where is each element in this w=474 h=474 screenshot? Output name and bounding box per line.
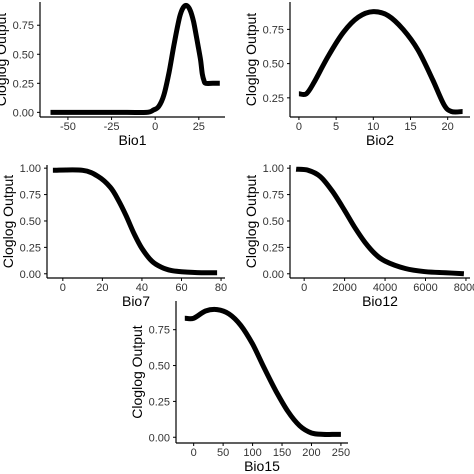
- panel-2-x-tick-label: 5: [333, 121, 339, 133]
- panel-4-y-tick-label: 0.75: [263, 190, 284, 202]
- panel-3-x-tick-label: 40: [136, 282, 148, 294]
- panel-4-x-tick-label: 4000: [373, 282, 397, 294]
- panel-1-x-tick-label: -25: [104, 121, 120, 133]
- panel-2-response-curve: [298, 9, 463, 115]
- panel-1-x-tick-label: 0: [152, 121, 158, 133]
- panel-1-x-tick-label: 25: [193, 121, 205, 133]
- panel-2-x-tick-label: 0: [296, 121, 302, 133]
- panel-3-y-tick-label: 0.50: [20, 216, 41, 228]
- panel-1: -50 -25 0 25 0.00 0.25 0.50 0.75 Bio1 Cloglog Out…: [0, 2, 225, 148]
- panel-5-x-tick-label: 200: [302, 447, 320, 459]
- panel-2-x-tick-label: 20: [442, 121, 454, 133]
- panel-1-y-tick-label: 0.50: [13, 49, 34, 61]
- panel-5-x-tick-label: 250: [332, 447, 350, 459]
- panel-4-x-tick-label: 2000: [332, 282, 356, 294]
- panel-5-y-axis-label: Cloglog Output: [129, 325, 145, 419]
- panel-2-y-axis-label: Cloglog Output: [243, 13, 259, 107]
- panel-3-x-tick-label: 80: [215, 282, 227, 294]
- panel-5-x-tick-label: 100: [243, 447, 261, 459]
- panel-4-y-tick-label: 0.25: [263, 242, 284, 254]
- panel-5-response-curve: [184, 306, 341, 437]
- panel-3-x-axis-label: Bio7: [122, 293, 150, 309]
- panel-1-y-axis-label: Cloglog Output: [0, 13, 9, 107]
- panel-4-response-curve: [295, 166, 465, 277]
- panel-5-y-tick-label: 0.75: [149, 325, 170, 337]
- panel-2-y-tick-label: 0.75: [263, 24, 284, 36]
- panel-2-x-tick-label: 10: [367, 121, 379, 133]
- panel-4-x-tick-label: 0: [301, 282, 307, 294]
- panel-5-x-tick-label: 0: [191, 447, 197, 459]
- panel-1-y-tick-label: 0.75: [13, 20, 34, 32]
- panel-5-x-tick-label: 150: [273, 447, 291, 459]
- panel-5-y-tick-label: 0.50: [149, 361, 170, 373]
- panel-3-x-tick-label: 20: [96, 282, 108, 294]
- panel-3-x-tick-label: 60: [175, 282, 187, 294]
- panel-5-y-tick-label: 0.25: [149, 396, 170, 408]
- panel-3-y-tick-label: 0.25: [20, 242, 41, 254]
- panel-1-y-tick-label: 0.00: [13, 107, 34, 119]
- panel-3-x-tick-label: 0: [60, 282, 66, 294]
- panel-3-y-axis-label: Cloglog Output: [0, 175, 16, 269]
- panel-4-y-tick-label: 1.00: [263, 163, 284, 175]
- panel-5-x-axis-label: Bio15: [244, 458, 280, 474]
- panel-1-x-axis-label: Bio1: [118, 132, 146, 148]
- panel-5: 0 50 100 150 200 250 0.00 0.25 0.50 0.75 Bio15 Clog…: [129, 301, 350, 474]
- panel-3-response-curve: [52, 167, 218, 276]
- panel-2-x-axis-label: Bio2: [366, 132, 394, 148]
- panel-3-y-tick-label: 0.75: [20, 190, 41, 202]
- panel-3-y-tick-label: 1.00: [20, 163, 41, 175]
- panel-5-y-tick-label: 0.00: [149, 432, 170, 444]
- panel-4-x-tick-label: 6000: [413, 282, 437, 294]
- panel-4-y-tick-label: 0.50: [263, 216, 284, 228]
- panel-1-x-tick-label: -50: [60, 121, 76, 133]
- panel-2-y-tick-label: 0.25: [263, 93, 284, 105]
- panel-3-y-tick-label: 0.00: [20, 269, 41, 281]
- panel-4-y-tick-label: 0.00: [263, 269, 284, 281]
- panel-5-x-tick-label: 50: [217, 447, 229, 459]
- panel-2-x-tick-label: 15: [404, 121, 416, 133]
- panel-3: 0 20 40 60 80 0.00 0.25 0.50 0.75 1.00 Bio7 Cloglog…: [0, 163, 227, 309]
- panel-1-response-curve: [50, 2, 220, 116]
- panel-4-y-axis-label: Cloglog Output: [243, 175, 259, 269]
- panel-1-y-tick-label: 0.25: [13, 78, 34, 90]
- panel-2: 0 5 10 15 20 0.25 0.50 0.75 Bio2 Cloglog Output: [243, 2, 470, 148]
- panel-4-x-axis-label: Bio12: [362, 293, 398, 309]
- panel-2-y-tick-label: 0.50: [263, 59, 284, 71]
